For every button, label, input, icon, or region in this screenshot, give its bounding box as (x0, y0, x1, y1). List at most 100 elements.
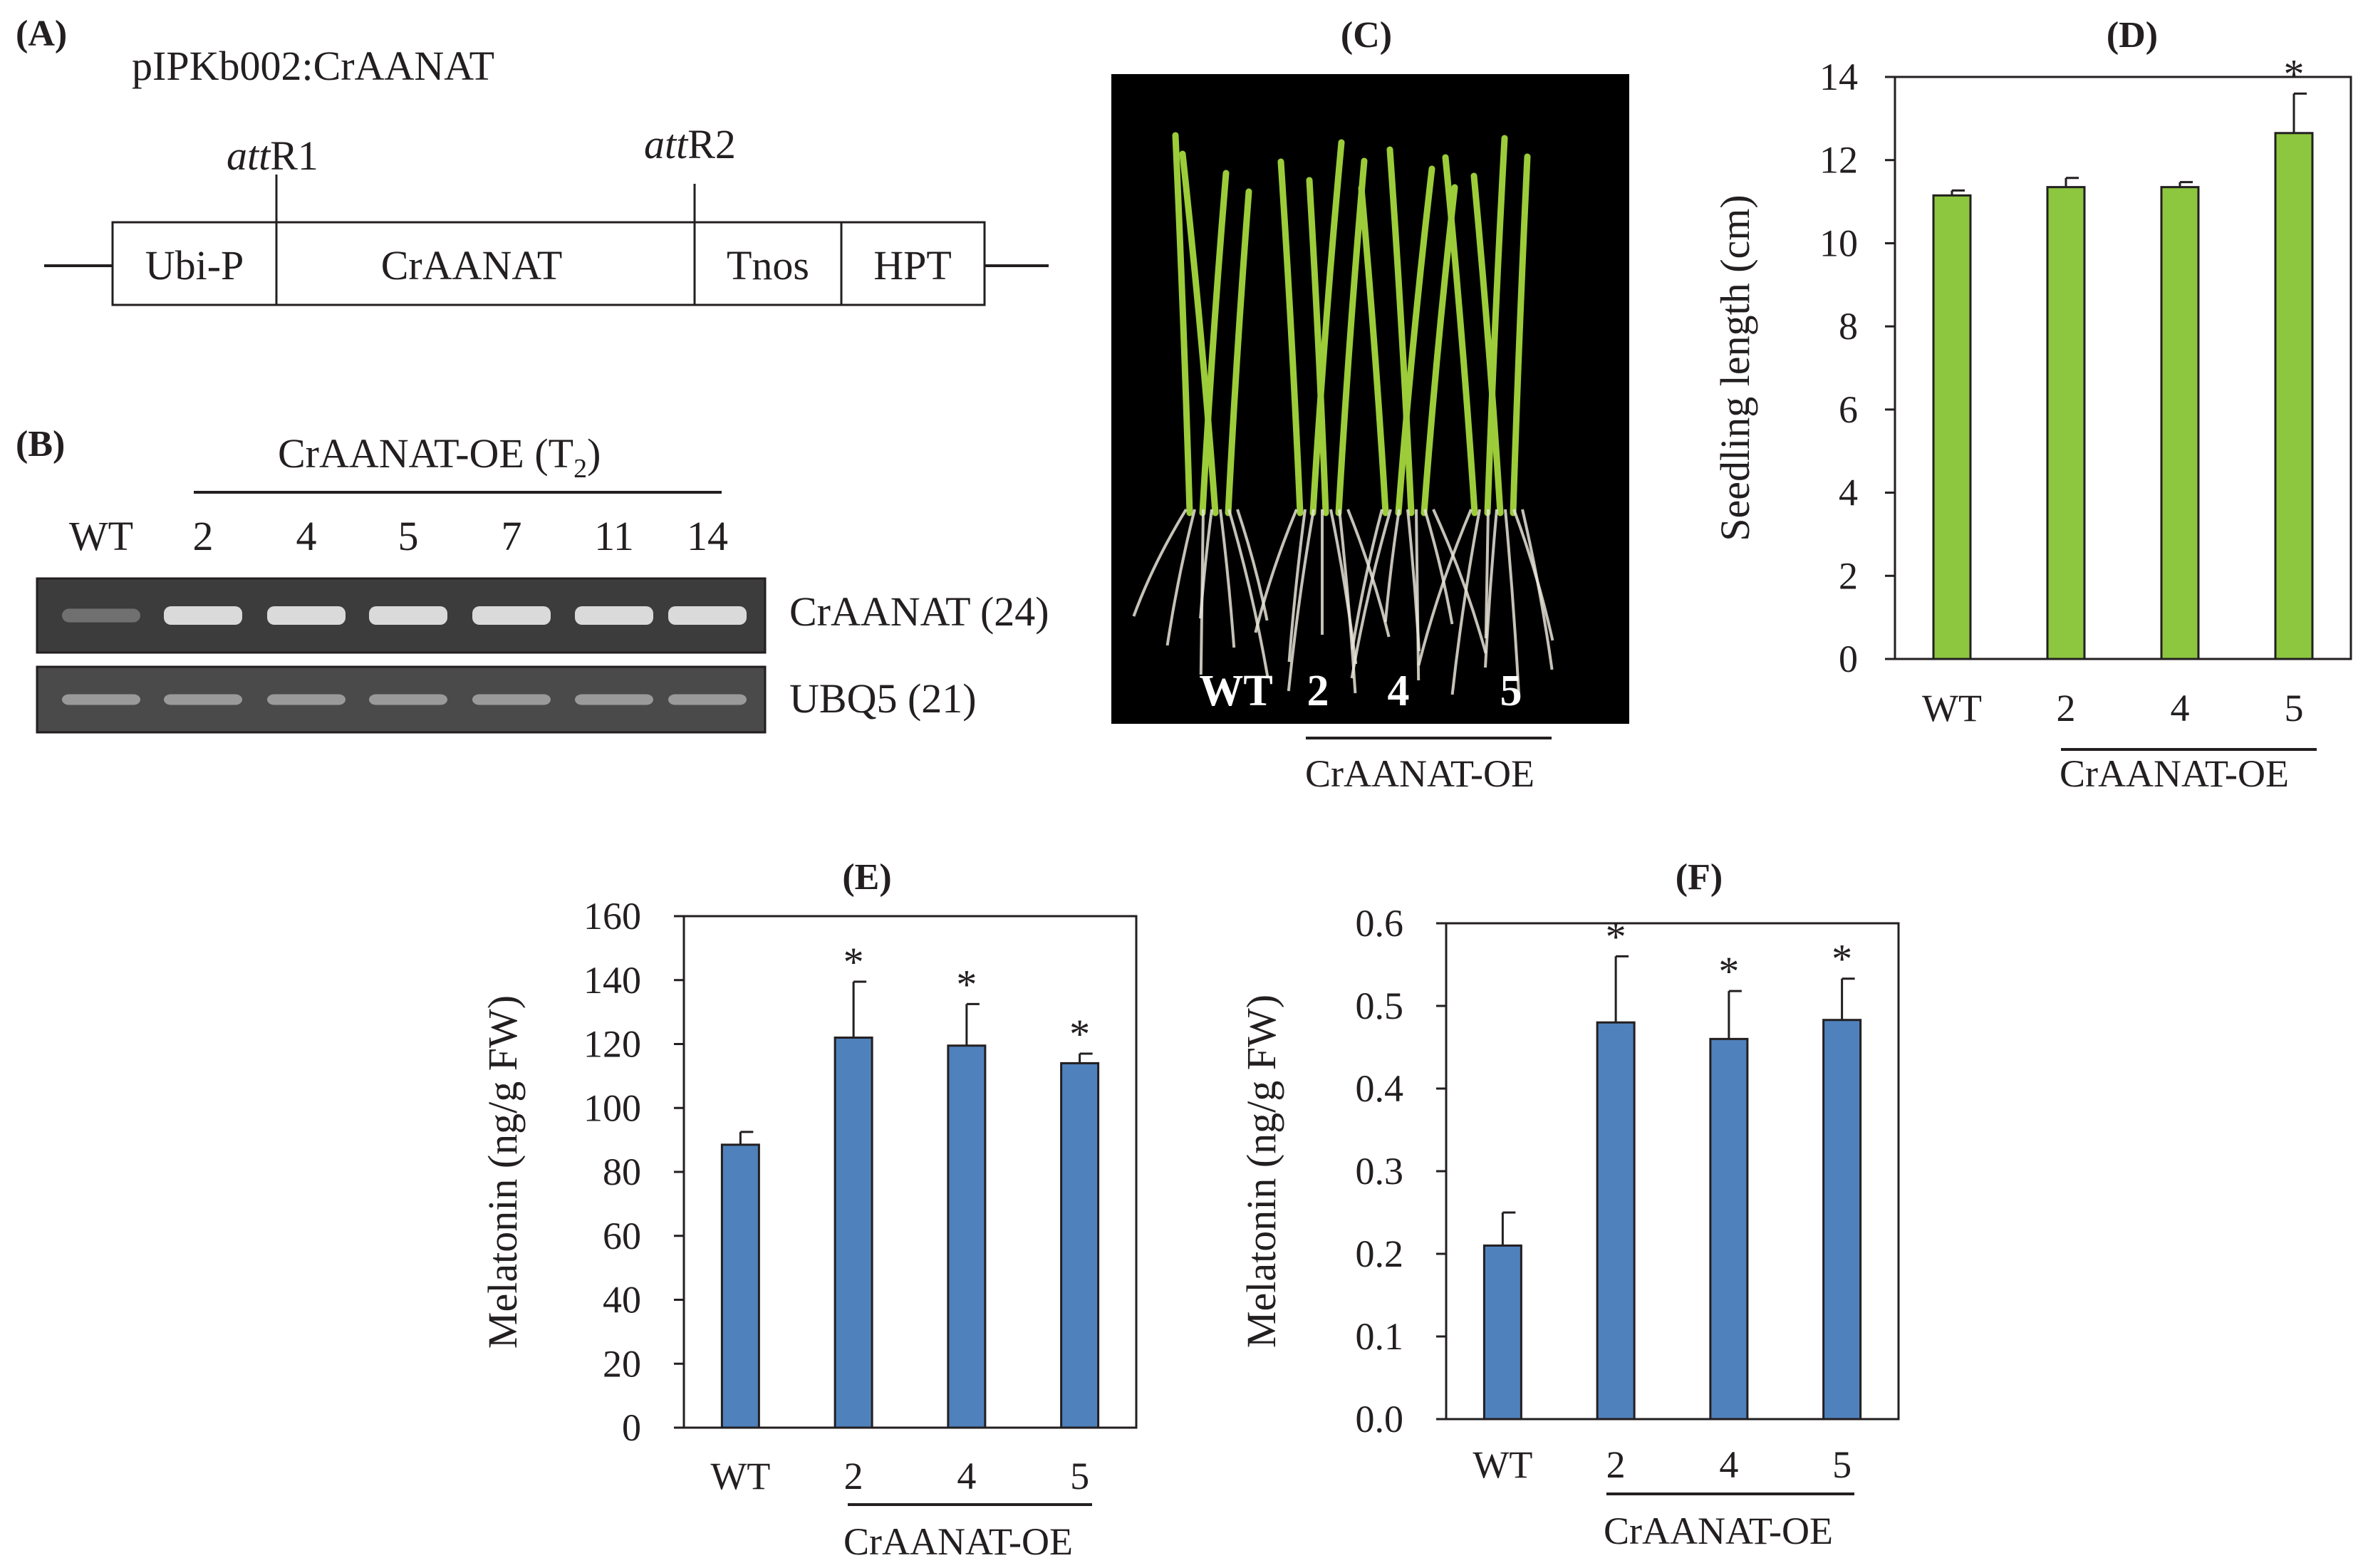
significance-star: * (1069, 1011, 1090, 1057)
seedling-root (1521, 509, 1554, 670)
gel-lane-label: 14 (687, 513, 728, 559)
seedling-root (1351, 509, 1383, 650)
y-tick-label: 0.6 (1356, 902, 1404, 945)
bar (720, 1143, 760, 1429)
category-label: WT (1922, 687, 1982, 730)
seedling-root (1484, 509, 1490, 639)
bar (833, 1037, 873, 1429)
block-ubi-p-label: Ubi-P (145, 242, 244, 289)
y-tick-label: 14 (1819, 56, 1858, 98)
y-tick-label: 0.5 (1356, 985, 1404, 1027)
attr1-label: attR1 (227, 133, 318, 179)
block-tnos (693, 221, 843, 306)
gel-lane-label: 2 (193, 513, 214, 559)
seedling-root (1199, 509, 1213, 619)
gel-group-title: CrAANAT-OE (T2) (278, 430, 601, 484)
seedling-leaf (1225, 188, 1252, 516)
y-tick-label: 12 (1819, 139, 1858, 182)
seedling-root (1219, 509, 1236, 648)
seedling-root (1236, 509, 1269, 621)
block-craanat (275, 221, 696, 306)
panel-f: (F) CrAANAT-OE 0.0 0.1 0.2 0.3 0.4 0.5 0.6 Mela… (1238, 857, 1900, 1552)
gel-bands (62, 606, 747, 705)
block-hpt-label: HPT (873, 242, 952, 289)
gel-band (575, 606, 653, 625)
gel-group-title-end: ) (587, 430, 601, 477)
seedling-leaf (1510, 153, 1531, 516)
category-label: 4 (1719, 1443, 1738, 1486)
gel-band (369, 606, 447, 625)
gel-band (164, 606, 242, 625)
seedling-root (1432, 509, 1487, 654)
bar (1709, 1037, 1749, 1421)
gel-row-craanat-label: CrAANAT (24) (789, 588, 1049, 635)
seedling-leaf (1306, 177, 1329, 516)
seedling-root (1417, 509, 1473, 666)
y-tick-label: 0 (1839, 638, 1858, 680)
bar (2160, 186, 2200, 660)
y-tick-label: 20 (603, 1342, 641, 1385)
y-tick-label: 120 (583, 1023, 641, 1066)
seedling-leaf (1172, 132, 1193, 516)
gel-lane-label: 11 (594, 513, 634, 559)
seedling-leaf (1309, 139, 1345, 516)
gel-lane-label: 4 (296, 513, 317, 559)
gel-band (164, 694, 242, 705)
y-tick-label: 0.0 (1356, 1398, 1404, 1440)
panel-e-group-label: CrAANAT-OE (843, 1520, 1073, 1563)
y-tick-label: 2 (1839, 554, 1858, 597)
category-label: WT (1473, 1443, 1532, 1486)
seedling-leaf (1199, 170, 1230, 516)
gel-band (472, 694, 551, 705)
seedling-leaf (1358, 185, 1389, 516)
gel-lane-labels: WT 2 4 5 7 11 14 (69, 513, 728, 559)
gel-band (369, 694, 447, 705)
category-label: 2 (1606, 1443, 1626, 1486)
photo-label-wt: WT (1199, 667, 1272, 715)
seedling-leaf (1386, 146, 1415, 516)
seedling-root (1383, 509, 1401, 623)
plot-frame (1894, 76, 2352, 660)
y-tick-label: 0.1 (1356, 1315, 1404, 1358)
seedling-leaf (1470, 172, 1504, 516)
gel-band (267, 606, 346, 625)
panel-a: (A) pIPKb002:CrAANAT Ubi-P CrAANAT Tnos … (16, 14, 1049, 306)
bar (1060, 1061, 1100, 1429)
gel-band (575, 694, 653, 705)
gel-band (62, 608, 140, 623)
category-label: 4 (957, 1455, 976, 1497)
panel-f-label: (F) (1676, 857, 1723, 898)
y-tick-label: 0 (622, 1406, 641, 1449)
bar (1822, 1019, 1862, 1421)
panel-a-label: (A) (16, 14, 67, 54)
gel-group-title-main: CrAANAT-OE (T (278, 430, 573, 477)
y-tick-label: 0.2 (1356, 1232, 1404, 1275)
y-tick-label: 0.4 (1356, 1067, 1404, 1110)
gel-lane-label: WT (69, 513, 133, 559)
bar (1932, 194, 1972, 660)
attr2-rest: R2 (687, 121, 736, 167)
seedling-drawing (1132, 132, 1554, 697)
y-tick-label: 6 (1839, 388, 1858, 431)
significance-star: * (956, 961, 977, 1007)
significance-star: * (2284, 51, 2305, 97)
seedling-root (1423, 509, 1454, 625)
panel-d: (D) CrAANAT-OE 0 2 4 6 8 10 12 14 Seedling lengt… (1712, 15, 2352, 795)
y-tick-label: 100 (583, 1086, 641, 1129)
significance-star: * (1718, 948, 1739, 995)
construct-title: pIPKb002:CrAANAT (132, 43, 494, 89)
category-label: WT (710, 1455, 770, 1497)
panel-d-label: (D) (2107, 15, 2158, 56)
attr2-italic: att (644, 121, 689, 167)
y-tick-label: 0.3 (1356, 1150, 1404, 1193)
gel-group-title-sub: 2 (573, 454, 587, 484)
y-axis-title: Melatonin (ng/g FW) (1238, 995, 1284, 1348)
seedling-root (1227, 509, 1269, 677)
gel-lane-label: 7 (502, 513, 522, 559)
photo-label-5: 5 (1500, 667, 1522, 715)
category-label: 5 (1070, 1455, 1089, 1497)
photo-label-4: 4 (1388, 667, 1410, 715)
gel-band (668, 694, 747, 705)
attr1-rest: R1 (270, 133, 318, 179)
gel-band (62, 694, 140, 705)
